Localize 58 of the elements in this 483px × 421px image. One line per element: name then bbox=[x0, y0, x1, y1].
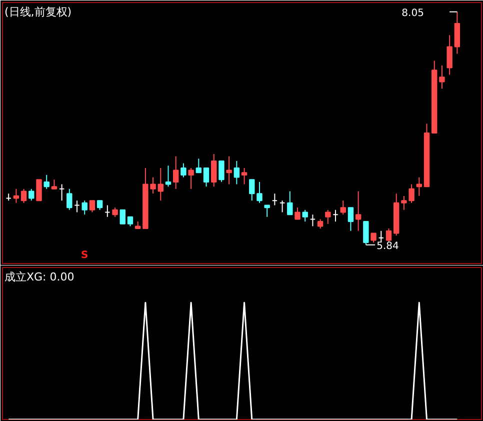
candlestick bbox=[363, 221, 369, 246]
candlestick bbox=[340, 200, 346, 216]
candlestick bbox=[416, 176, 422, 196]
candlestick bbox=[264, 204, 270, 218]
candlestick bbox=[348, 207, 354, 232]
candlestick bbox=[96, 200, 103, 210]
candlestick bbox=[28, 188, 34, 202]
candlestick bbox=[36, 179, 42, 202]
candlestick bbox=[401, 195, 407, 210]
candlestick bbox=[104, 204, 110, 218]
candlestick bbox=[302, 209, 308, 222]
candlestick bbox=[446, 34, 452, 76]
annotation: 8.05 bbox=[402, 8, 424, 19]
candlestick bbox=[158, 167, 164, 202]
candlestick bbox=[127, 216, 134, 227]
candlestick bbox=[378, 230, 384, 244]
candlestick bbox=[89, 200, 96, 213]
candlestick bbox=[165, 165, 172, 188]
candlestick bbox=[226, 156, 232, 185]
chart-title: 成立XG: 0.00 bbox=[4, 270, 74, 284]
candlestick bbox=[203, 167, 210, 188]
candlestick bbox=[188, 167, 194, 190]
candlestick bbox=[454, 11, 460, 54]
candlestick bbox=[180, 162, 186, 178]
candlestick bbox=[58, 184, 65, 202]
candlestick bbox=[13, 188, 20, 204]
candlestick bbox=[408, 184, 414, 204]
text: S bbox=[81, 250, 88, 262]
candlestick bbox=[355, 190, 362, 232]
candlestick bbox=[66, 188, 72, 210]
candlestick bbox=[287, 190, 293, 216]
candlestick bbox=[317, 218, 324, 230]
candlestick bbox=[82, 200, 88, 216]
candlestick bbox=[120, 209, 126, 224]
chart-title: (日线,前复权) bbox=[4, 6, 72, 18]
candlestick bbox=[211, 153, 217, 188]
annotation: 5.84 bbox=[376, 240, 399, 252]
candlestick bbox=[51, 179, 58, 190]
candlestick bbox=[249, 179, 255, 202]
candlestick bbox=[256, 181, 262, 204]
candlestick bbox=[279, 200, 286, 213]
candlestick bbox=[218, 160, 224, 182]
candlestick bbox=[325, 209, 331, 224]
candlestick bbox=[20, 188, 27, 204]
candlestick bbox=[272, 193, 278, 206]
candlestick bbox=[196, 158, 202, 174]
candlestick bbox=[112, 207, 118, 218]
candlestick bbox=[294, 207, 300, 220]
candlestick bbox=[370, 232, 376, 244]
candlestick bbox=[172, 156, 179, 190]
candlestick bbox=[310, 214, 316, 227]
candlestick bbox=[44, 174, 50, 190]
candlestick bbox=[234, 160, 240, 185]
candlestick bbox=[74, 200, 80, 213]
candlestick bbox=[332, 209, 338, 222]
candlestick bbox=[386, 228, 392, 244]
candlestick bbox=[439, 64, 445, 90]
candlestick bbox=[241, 167, 248, 185]
